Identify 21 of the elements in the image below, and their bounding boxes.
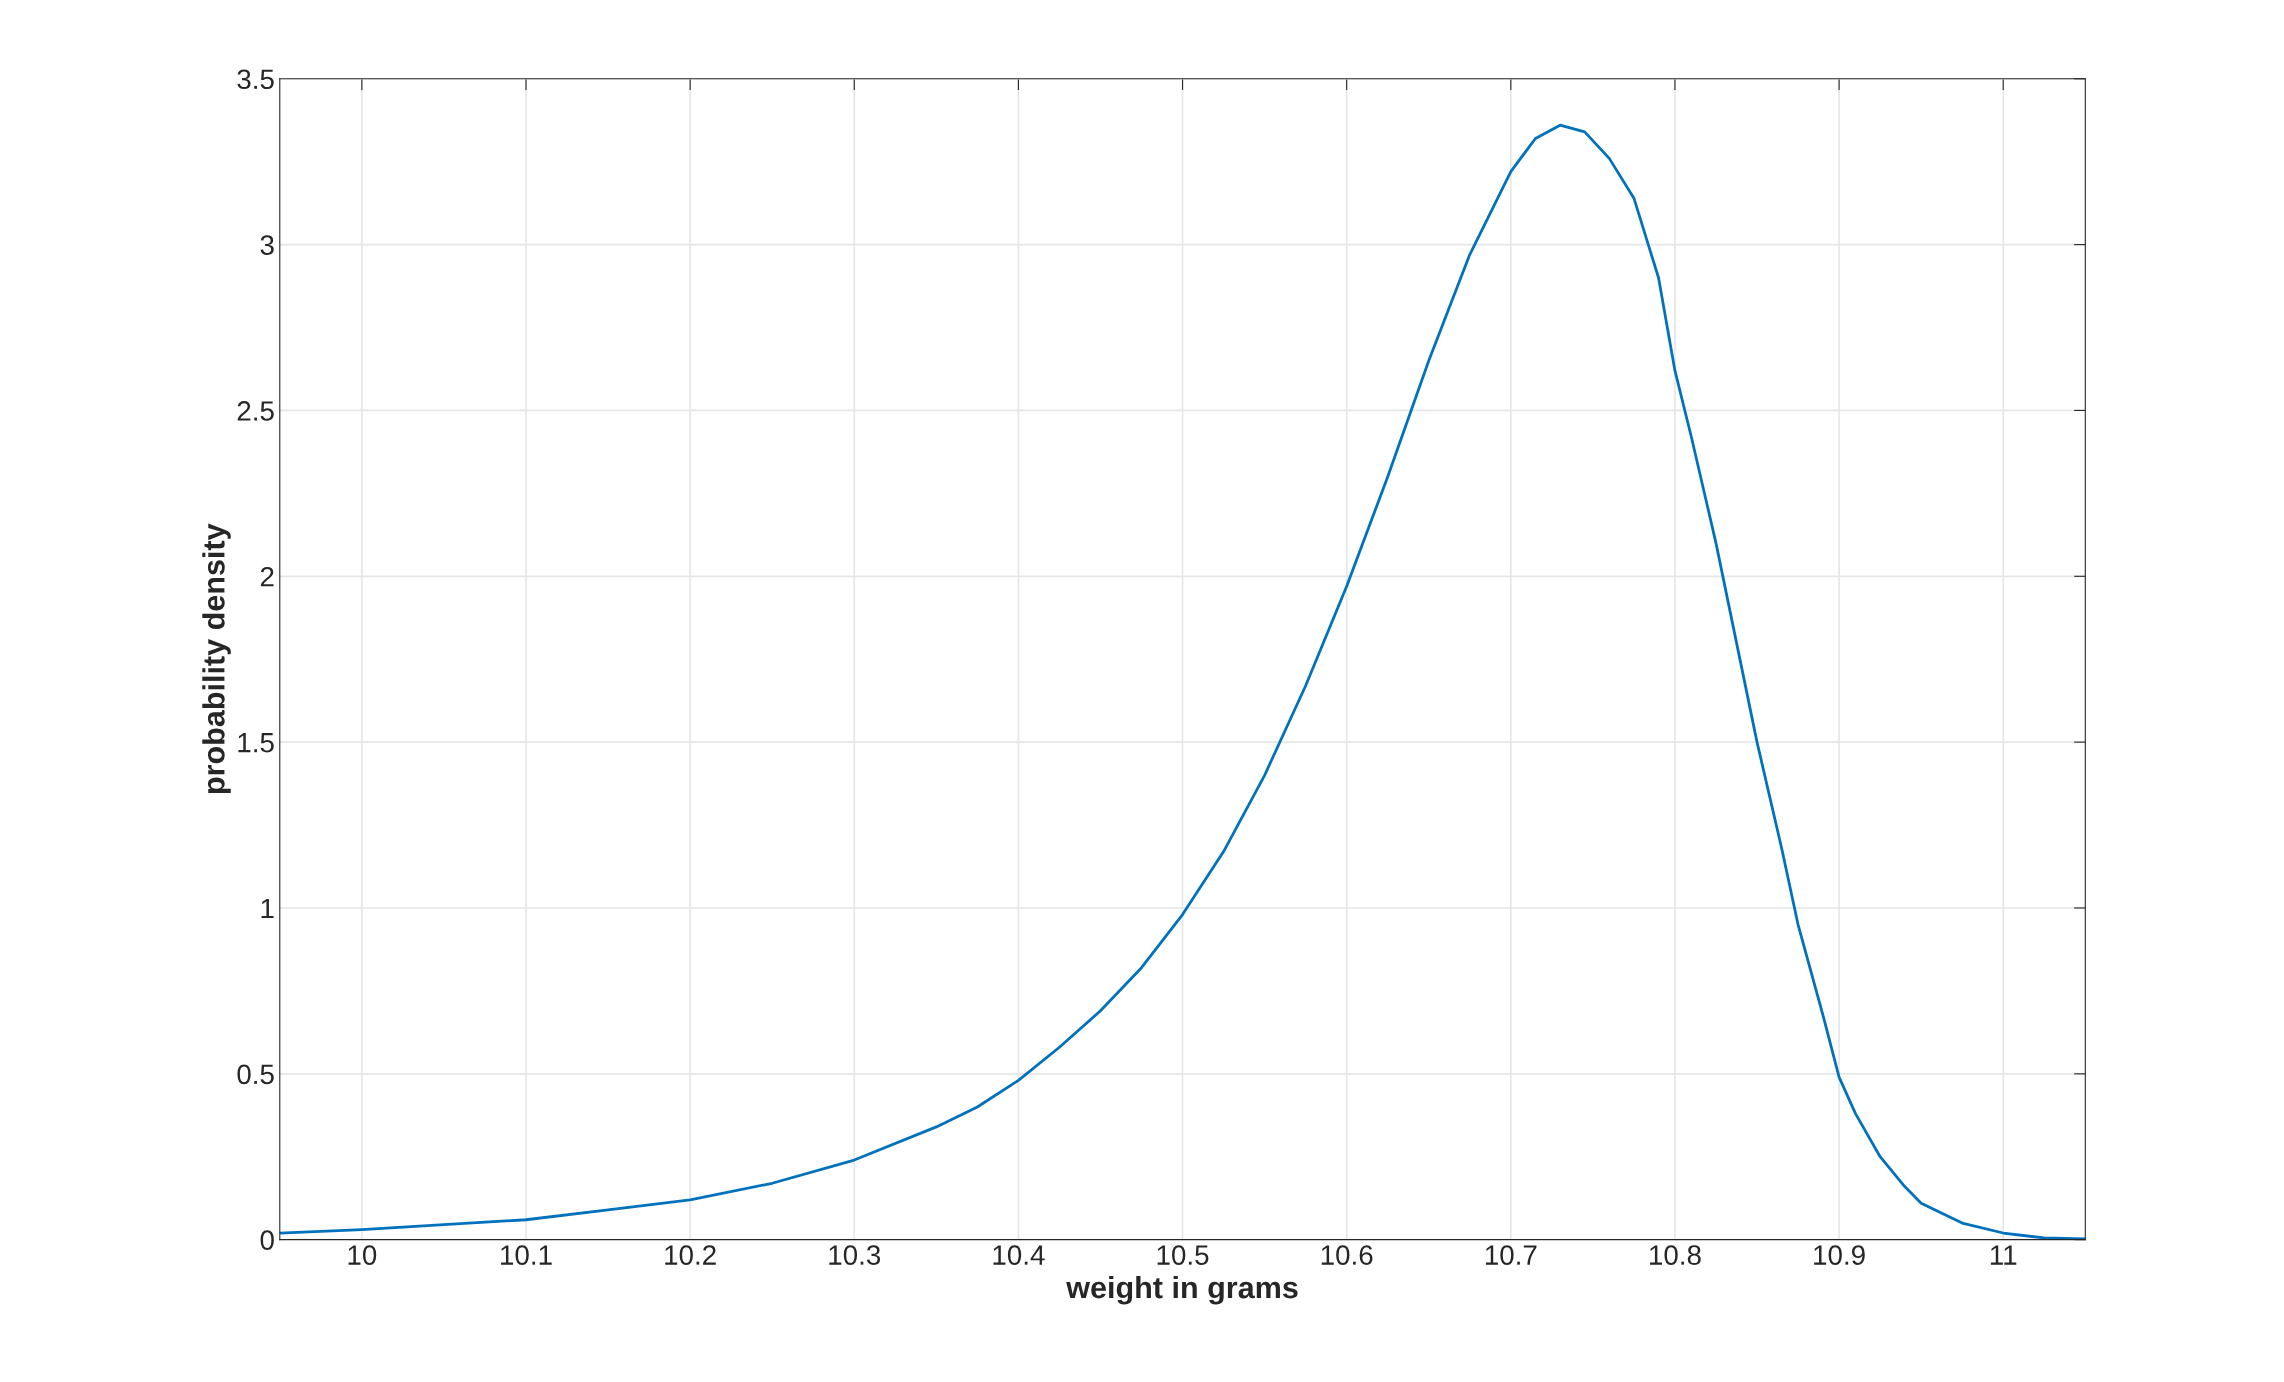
- y-tick-label: 1.5: [238, 733, 274, 753]
- y-tick-label: 0: [260, 1230, 274, 1250]
- y-tick-label: 0.5: [237, 1064, 274, 1085]
- x-tick-label: 10.9: [1814, 1245, 1865, 1265]
- x-tick-label: 10.3: [829, 1245, 881, 1265]
- x-axis-title: weight in grams: [1066, 1275, 1298, 1305]
- x-tick-label: 11: [1990, 1245, 2017, 1265]
- x-tick-label: 10.6: [1321, 1245, 1373, 1265]
- y-tick-label: 2: [260, 566, 274, 587]
- x-tick-label: 10.5: [1157, 1245, 1209, 1265]
- x-tick-label: 10.7: [1485, 1245, 1537, 1265]
- x-tick-label: 10: [348, 1245, 377, 1265]
- y-tick-label: 1: [261, 898, 274, 919]
- x-tick-label: 10.1: [501, 1245, 552, 1265]
- y-tick-label: 3.5: [237, 69, 274, 90]
- y-tick-label: 3: [260, 235, 274, 255]
- x-tick-label: 10.4: [993, 1245, 1045, 1265]
- y-axis-title: probability density: [202, 523, 231, 794]
- y-tick-label: 2.5: [237, 401, 274, 421]
- x-tick-label: 10.2: [665, 1245, 716, 1265]
- x-tick-label: 10.8: [1650, 1245, 1701, 1265]
